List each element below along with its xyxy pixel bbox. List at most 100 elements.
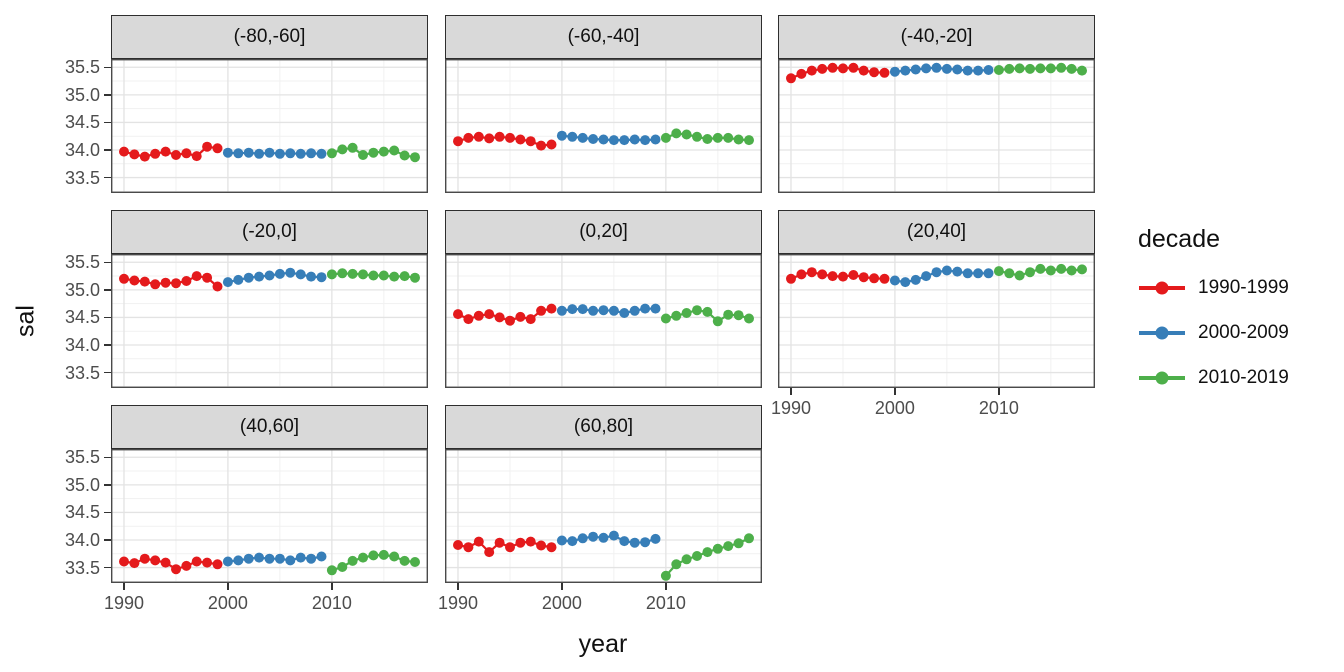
data-point: [786, 73, 796, 84]
data-point: [295, 552, 306, 563]
y-axis-tick: [104, 511, 111, 514]
data-point: [827, 271, 838, 282]
data-point: [505, 315, 515, 326]
x-axis-tick: [331, 583, 333, 590]
data-point: [515, 537, 526, 548]
data-point: [1004, 268, 1015, 279]
data-point: [191, 556, 202, 567]
data-point: [274, 268, 285, 279]
data-point: [650, 533, 661, 544]
data-point: [378, 549, 389, 560]
data-point: [264, 147, 275, 158]
data-point: [505, 542, 515, 553]
data-point: [1014, 63, 1025, 74]
data-point: [619, 536, 630, 547]
data-point: [900, 277, 911, 288]
data-point: [921, 63, 932, 74]
facet-strip-label: (0,20]: [579, 221, 628, 242]
data-point: [556, 130, 567, 141]
data-point: [368, 147, 379, 158]
data-point: [608, 135, 619, 146]
data-point: [399, 271, 410, 282]
data-point: [608, 530, 619, 541]
data-point: [453, 540, 463, 550]
data-point: [786, 273, 796, 284]
data-point: [931, 62, 942, 73]
data-point: [316, 551, 327, 562]
x-axis-tick-label: 2010: [978, 398, 1019, 418]
data-point: [515, 134, 526, 145]
facet-strip: (-60,-40]: [445, 15, 762, 59]
x-axis-tick: [457, 583, 459, 590]
data-point: [212, 143, 223, 154]
data-point: [536, 540, 547, 551]
legend-items: 1990-1999 2000-2009 2010-2019: [1138, 277, 1338, 388]
data-point: [202, 557, 213, 568]
facet-plot: [445, 59, 762, 193]
data-point: [962, 65, 973, 76]
data-point: [671, 310, 682, 321]
data-point: [222, 147, 233, 158]
data-point: [1045, 63, 1056, 74]
data-point: [139, 151, 150, 162]
facet-strip: (-20,0]: [111, 210, 428, 254]
data-point: [598, 305, 609, 316]
data-point: [337, 144, 348, 155]
y-axis-tick: [104, 176, 111, 179]
data-point: [650, 134, 661, 145]
data-point: [588, 531, 599, 542]
data-point: [399, 150, 410, 161]
facet-plot: [111, 254, 428, 388]
x-axis-tick: [894, 388, 896, 395]
data-point: [546, 303, 557, 314]
data-point: [494, 131, 505, 142]
y-axis-tick: [104, 261, 111, 263]
data-point: [316, 272, 327, 283]
legend-item: 1990-1999: [1138, 277, 1338, 298]
y-axis-tick-label: 35.5: [64, 57, 100, 78]
data-point: [619, 308, 630, 318]
data-point: [817, 269, 828, 280]
data-point: [1056, 62, 1067, 73]
data-point: [484, 133, 495, 144]
facet-strip: (-80,-60]: [111, 15, 428, 59]
data-point: [222, 556, 233, 567]
data-point: [285, 555, 296, 566]
x-axis-tick: [123, 583, 125, 590]
data-point: [858, 272, 869, 283]
data-point: [577, 132, 588, 143]
data-point: [337, 268, 348, 279]
data-point: [150, 279, 161, 290]
legend-item: 2000-2009: [1138, 322, 1338, 343]
data-point: [139, 276, 150, 287]
data-point: [484, 309, 495, 320]
data-point: [306, 148, 317, 159]
y-axis-tick-label: 33.5: [64, 167, 100, 188]
data-point: [181, 276, 192, 286]
y-axis-tick: [104, 121, 111, 124]
data-point: [702, 306, 713, 317]
facet-panel: [445, 59, 762, 193]
facet-strip-label: (60,80]: [573, 416, 634, 437]
facet-strip-label: (-80,-60]: [233, 26, 306, 47]
x-axis-title: year: [578, 630, 628, 658]
facet-panel: [778, 254, 1095, 388]
data-point: [536, 140, 547, 151]
data-point: [879, 273, 890, 284]
data-point: [744, 313, 754, 324]
data-point: [900, 65, 911, 76]
data-point: [1014, 270, 1025, 281]
data-point: [171, 564, 181, 575]
data-point: [1025, 63, 1035, 74]
facet-strip: (0,20]: [445, 210, 762, 254]
data-point: [588, 305, 599, 316]
data-point: [515, 311, 526, 322]
data-point: [264, 270, 275, 281]
y-axis-tick: [104, 566, 111, 569]
data-point: [660, 313, 671, 324]
data-point: [712, 132, 723, 143]
data-point: [160, 277, 171, 288]
data-point: [952, 64, 963, 75]
data-point: [378, 270, 389, 281]
